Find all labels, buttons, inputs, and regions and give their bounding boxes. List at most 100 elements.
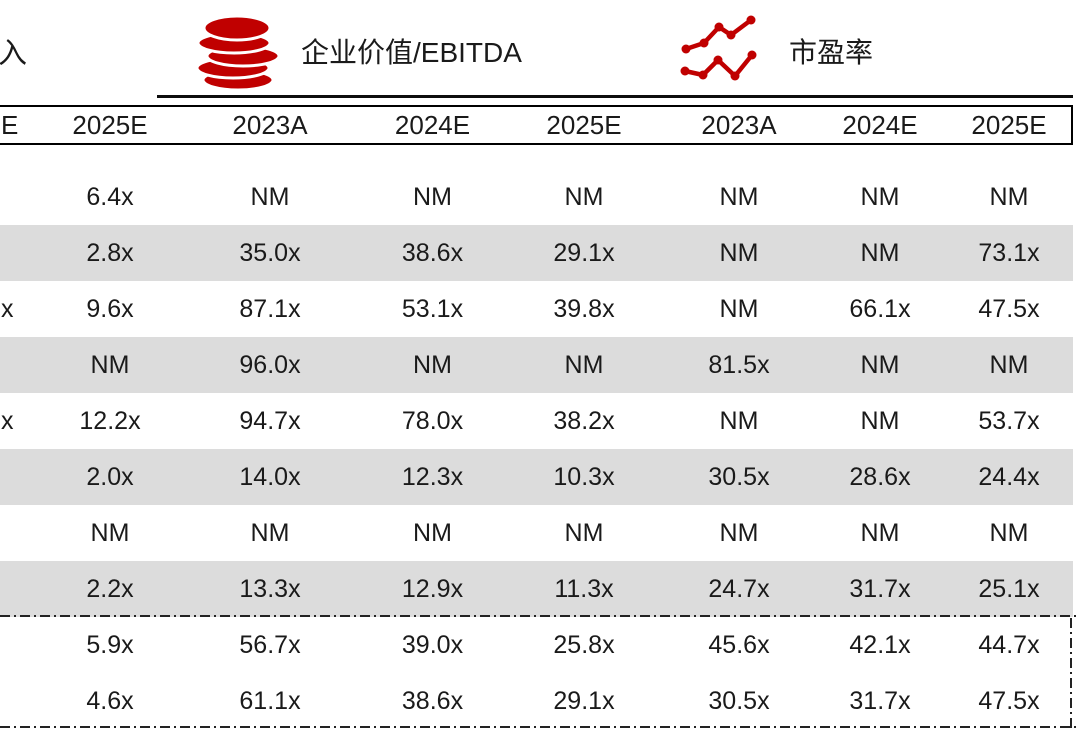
table-row: 2.0x 14.0x 12.3x 10.3x 30.5x 28.6x 24.4x (0, 449, 1073, 505)
table-cell: NM (860, 350, 900, 379)
table-cell: NM (719, 294, 759, 323)
table-cell (0, 505, 40, 561)
table-cell: 38.2x (553, 406, 615, 435)
table-cell: x (1, 406, 14, 435)
table-body: 6.4x NM NM NM NM NM NM 2.8x 35.0x 38.6x 29.1x NM NM 7… (0, 169, 1073, 617)
pe-ratio-label: 市盈率 (789, 37, 874, 68)
table-cell: NM (413, 518, 452, 547)
table-cell: NM (860, 182, 900, 211)
summary-cell: 56.7x (239, 630, 301, 659)
summary-cell: 39.0x (401, 630, 464, 659)
table-cell: 14.0x (239, 462, 301, 491)
table-cell: 53.7x (978, 406, 1040, 435)
summary-cell: 29.1x (553, 686, 615, 715)
table-cell: NM (719, 182, 759, 211)
table-cell (0, 225, 40, 281)
table-cell (0, 337, 40, 393)
summary-cell (0, 673, 40, 729)
table-cell: NM (989, 350, 1029, 379)
table-cell: 24.4x (978, 462, 1040, 491)
summary-box-bottom-dashed-line (0, 726, 1080, 728)
table-cell: 2.2x (86, 574, 134, 603)
table-cell: 10.3x (553, 462, 615, 491)
summary-box-top-dashed-line (0, 615, 1080, 617)
table-cell: NM (250, 182, 290, 211)
summary-cell: 44.7x (978, 630, 1040, 659)
table-cell: NM (250, 518, 290, 547)
table-cell: NM (860, 238, 900, 267)
table-cell: NM (413, 182, 452, 211)
table-row: NM 96.0x NM NM 81.5x NM NM (0, 337, 1073, 393)
table-cell: 12.3x (401, 462, 464, 491)
table-cell: 12.2x (79, 406, 141, 435)
summary-cell: 30.5x (708, 686, 770, 715)
revenue-label-fragment: 入 (0, 38, 28, 70)
table-row: x 12.2x 94.7x 78.0x 38.2x NM NM 53.7x (0, 393, 1073, 449)
table-row: 2.8x 35.0x 38.6x 29.1x NM NM 73.1x (0, 225, 1073, 281)
table-row: 6.4x NM NM NM NM NM NM (0, 169, 1073, 225)
table-cell: 53.1x (401, 294, 464, 323)
table-cell: 96.0x (239, 350, 301, 379)
table-cell: 31.7x (849, 574, 911, 603)
table-cell: 13.3x (239, 574, 301, 603)
year-header-row: E 2025E 2023A 2024E 2025E 2023A 2024E 2025E (0, 107, 1071, 143)
table-cell: 11.3x (554, 574, 614, 603)
year-header-cell: 2025E (546, 109, 622, 140)
year-header-cell: 2025E (72, 109, 148, 140)
year-header-cell: 2024E (394, 109, 471, 140)
table-cell: 39.8x (553, 294, 615, 323)
table-cell: 66.1x (849, 294, 911, 323)
year-header-cell: 2023A (701, 109, 777, 140)
summary-row: 5.9x 56.7x 39.0x 25.8x 45.6x 42.1x 44.7x (0, 617, 1073, 673)
summary-cell: 47.5x (978, 686, 1040, 715)
summary-cell: 42.1x (849, 630, 911, 659)
table-cell: NM (564, 350, 604, 379)
table-cell: 94.7x (239, 406, 301, 435)
table-cell: 25.1x (978, 574, 1040, 603)
summary-cell: 4.6x (86, 686, 134, 715)
year-header-cell: 2023A (232, 109, 308, 140)
table-cell: 29.1x (553, 238, 615, 267)
summary-cell: 5.9x (86, 630, 134, 659)
table-cell: 38.6x (401, 238, 464, 267)
table-cell: NM (719, 518, 759, 547)
table-cell: 30.5x (708, 462, 770, 491)
table-cell: 24.7x (708, 574, 770, 603)
summary-cell: 45.6x (708, 630, 770, 659)
line-chart-icon (678, 13, 758, 88)
summary-cell (0, 617, 40, 673)
table-cell: 2.8x (86, 238, 134, 267)
table-row: x 9.6x 87.1x 53.1x 39.8x NM 66.1x 47.5x (0, 281, 1073, 337)
table-row: 2.2x 13.3x 12.9x 11.3x 24.7x 31.7x 25.1x (0, 561, 1073, 617)
table-cell: NM (413, 350, 452, 379)
group-header-underline (157, 95, 1073, 98)
year-header-cell: E (1, 109, 19, 140)
table-cell: NM (90, 350, 130, 379)
table-cell: 9.6x (86, 294, 134, 323)
table-cell: 35.0x (239, 238, 301, 267)
table-cell: NM (90, 518, 130, 547)
summary-rows-section: 5.9x 56.7x 39.0x 25.8x 45.6x 42.1x 44.7x 4.6x 61… (0, 617, 1073, 729)
table-cell: 87.1x (239, 294, 301, 323)
ev-ebitda-label: 企业价值/EBITDA (301, 37, 522, 68)
table-cell: NM (989, 182, 1029, 211)
table-cell: NM (860, 518, 900, 547)
table-cell: 47.5x (978, 294, 1040, 323)
summary-cell: 31.7x (849, 686, 911, 715)
table-cell: 78.0x (401, 406, 464, 435)
table-cell: 2.0x (86, 462, 134, 491)
table-cell (0, 449, 40, 505)
year-header-cell: 2025E (971, 109, 1047, 140)
table-cell: NM (719, 406, 759, 435)
summary-row: 4.6x 61.1x 38.6x 29.1x 30.5x 31.7x 47.5x (0, 673, 1073, 729)
table-cell: 73.1x (978, 238, 1040, 267)
table-cell (0, 169, 40, 225)
table-cell: NM (989, 518, 1029, 547)
table-cell: NM (860, 406, 900, 435)
table-cell: NM (719, 238, 759, 267)
table-cell: NM (564, 182, 604, 211)
table-header-row: E 2025E 2023A 2024E 2025E 2023A 2024E 2025E (0, 105, 1073, 145)
table-row: NM NM NM NM NM NM NM (0, 505, 1073, 561)
table-cell: 6.4x (86, 182, 134, 211)
